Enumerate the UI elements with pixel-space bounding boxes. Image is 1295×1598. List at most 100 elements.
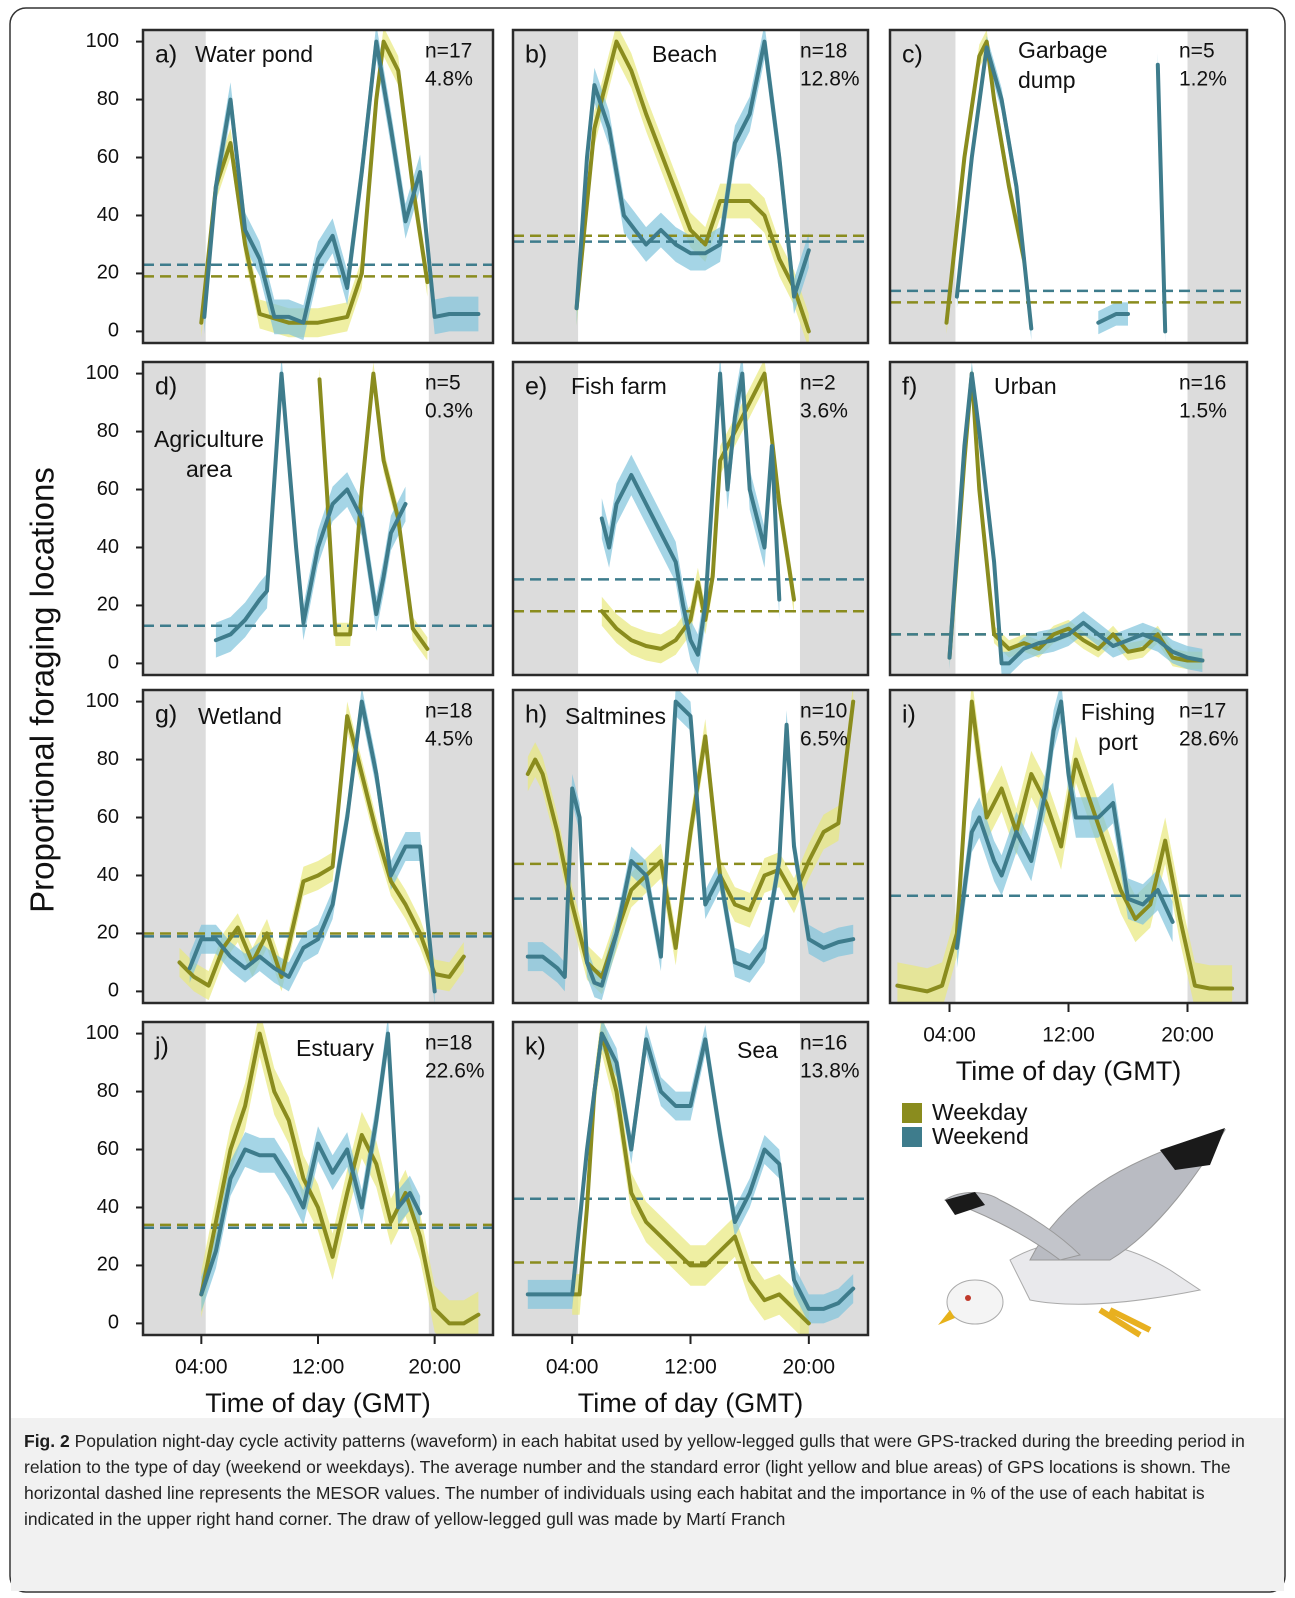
x-axis-label: Time of day (GMT)	[956, 1056, 1182, 1086]
series-line	[947, 371, 1205, 666]
panel: i) Fishing port n=17 28.6% 04:00 12:00 20:00 Tim…	[888, 688, 1249, 1086]
series-line	[199, 39, 430, 325]
panel-annotation: n=16	[1179, 372, 1226, 395]
x-tick-label: 20:00	[408, 1356, 461, 1379]
y-tick-label: 60	[97, 146, 119, 168]
error-band	[215, 362, 406, 658]
series-line	[599, 371, 796, 651]
panel-annotation: 4.8%	[425, 68, 473, 91]
plot-area	[890, 30, 1247, 343]
panel-label: j)	[154, 1033, 169, 1061]
panel-title: Wetland	[198, 703, 282, 729]
panel-label: d)	[155, 373, 177, 401]
night-shade	[143, 30, 206, 343]
panel-title: Fishing	[1081, 699, 1155, 725]
panel-annotation: 1.2%	[1179, 68, 1227, 91]
panel-title: area	[186, 456, 232, 482]
caption: Fig. 2 Population night-day cycle activi…	[24, 1428, 1269, 1532]
x-tick-label: 20:00	[1161, 1024, 1214, 1047]
plot-area	[143, 1022, 493, 1335]
panel: a) Water pond n=17 4.8% 0 20 40 60 80 100	[86, 28, 495, 345]
panel-frame	[141, 28, 495, 345]
panel-annotation: 6.5%	[800, 728, 848, 751]
x-tick-label: 04:00	[175, 1356, 228, 1379]
panel-annotation: 4.5%	[425, 728, 473, 751]
panel-label: b)	[525, 41, 547, 69]
plot-area	[890, 362, 1247, 675]
y-tick-label: 40	[97, 864, 119, 886]
panel-frame	[141, 688, 495, 1005]
caption-label: Fig. 2	[24, 1431, 70, 1451]
night-shade	[513, 362, 579, 675]
panel: f) Urban n=16 1.5%	[888, 360, 1249, 677]
y-tick-label: 100	[86, 690, 119, 712]
panel-annotation: 1.5%	[1179, 400, 1227, 423]
x-tick-label: 12:00	[292, 1356, 345, 1379]
night-shade	[890, 30, 956, 343]
panel: h) Saltmines n=10 6.5%	[511, 688, 870, 1005]
y-tick-label: 100	[86, 30, 119, 52]
panel-annotation: n=16	[800, 1032, 847, 1055]
y-tick-label: 60	[97, 1138, 119, 1160]
panel-title: Garbage	[1018, 37, 1108, 63]
panel-annotation: 3.6%	[800, 400, 848, 423]
y-tick-label: 40	[97, 1196, 119, 1218]
y-tick-label: 20	[97, 922, 119, 944]
plot-area	[143, 362, 493, 675]
legend-label: Weekday	[932, 1099, 1028, 1125]
panel-title: Saltmines	[565, 703, 666, 729]
series-line	[599, 371, 782, 657]
plot-area	[513, 1022, 868, 1335]
night-shade	[799, 30, 868, 343]
y-tick-label: 0	[108, 652, 119, 674]
y-tick-label: 0	[108, 1312, 119, 1334]
night-shade	[890, 362, 956, 675]
plot-area	[513, 362, 868, 675]
y-tick-label: 20	[97, 594, 119, 616]
y-tick-label: 80	[97, 88, 119, 110]
panel-annotation: n=18	[425, 1032, 472, 1055]
panel: e) Fish farm n=2 3.6%	[511, 360, 870, 677]
series-line	[947, 371, 1205, 663]
panel-title: Beach	[652, 41, 717, 67]
panel-annotation: n=2	[800, 372, 836, 395]
caption-text: Population night-day cycle activity patt…	[24, 1431, 1245, 1529]
error-band	[201, 1022, 479, 1335]
error-band	[204, 30, 479, 341]
panel-label: k)	[525, 1033, 546, 1061]
panel-label: a)	[155, 41, 177, 69]
x-tick-label: 04:00	[923, 1024, 976, 1047]
panel-annotation: n=18	[800, 40, 847, 63]
legend-swatch	[902, 1103, 922, 1123]
night-shade	[799, 362, 868, 675]
panel-frame	[141, 360, 495, 677]
panel-frame	[511, 688, 870, 1005]
legend-label: Weekend	[932, 1123, 1029, 1149]
y-axis-label: Proportional foraging locations	[24, 467, 61, 913]
x-axis-label: Time of day (GMT)	[205, 1388, 431, 1418]
plot-area	[513, 30, 868, 343]
y-tick-label: 60	[97, 478, 119, 500]
night-shade	[428, 30, 493, 343]
y-tick-label: 20	[97, 262, 119, 284]
series-line	[199, 1031, 423, 1297]
night-shade	[890, 690, 956, 1003]
panel-label: i)	[902, 701, 916, 729]
panel: b) Beach n=18 12.8%	[511, 28, 870, 345]
panel-annotation: n=10	[800, 700, 847, 723]
series-line	[525, 1031, 856, 1311]
panel-title: Fish farm	[571, 373, 667, 399]
x-tick-label: 12:00	[664, 1356, 717, 1379]
panel-frame	[888, 28, 1249, 345]
series-line	[954, 699, 1175, 950]
panel-label: f)	[902, 373, 917, 401]
plot-area	[890, 690, 1247, 1003]
error-band	[572, 1022, 809, 1335]
panel-frame	[511, 360, 870, 677]
legend-swatch	[902, 1127, 922, 1147]
panel-annotation: n=17	[1179, 700, 1226, 723]
series-line	[177, 714, 466, 988]
series-line	[317, 371, 430, 651]
series-line	[574, 39, 811, 334]
